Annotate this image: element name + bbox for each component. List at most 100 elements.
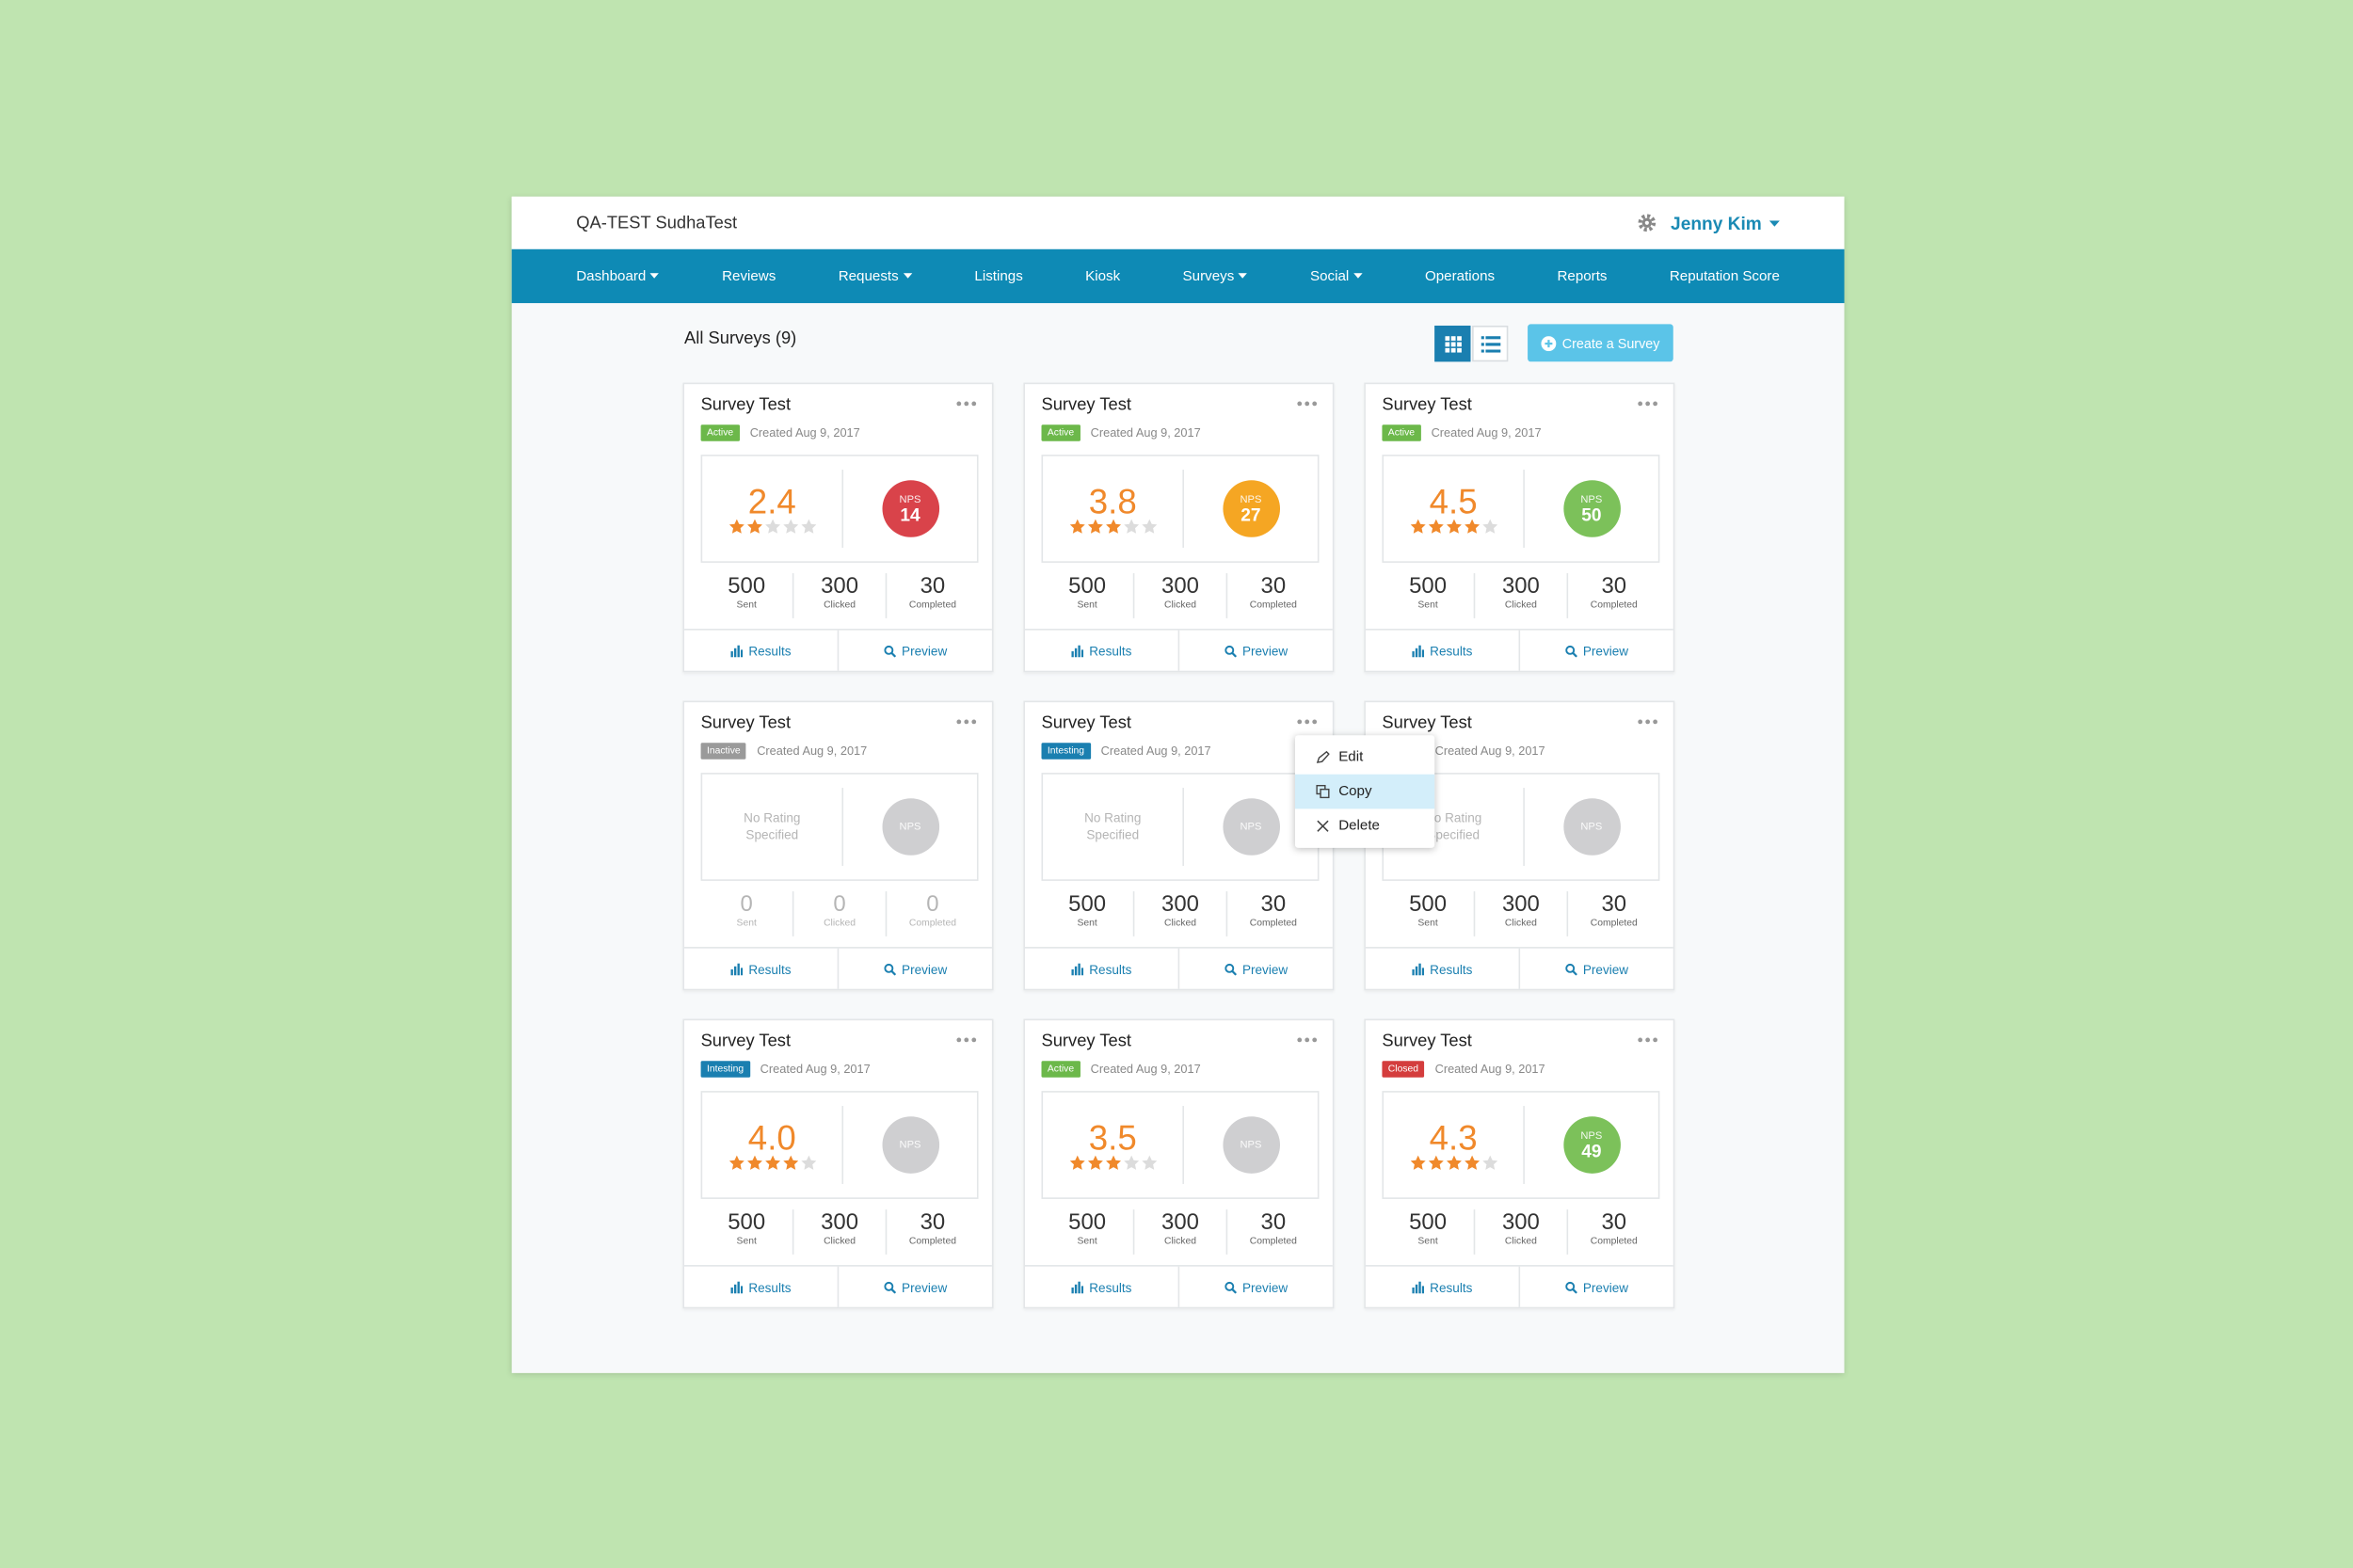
action-label[interactable]: Preview <box>902 961 948 977</box>
create-survey-button[interactable]: Create a Survey <box>1528 324 1673 362</box>
results-link[interactable]: Results <box>1366 1267 1519 1307</box>
dots-icon[interactable] <box>1637 1037 1658 1043</box>
results-link[interactable]: Results <box>1025 949 1178 989</box>
action-label[interactable]: Preview <box>1241 961 1289 977</box>
dots-icon[interactable] <box>956 719 977 725</box>
nav-item[interactable]: Dashboard <box>576 267 660 285</box>
preview-link[interactable]: Preview <box>1518 1266 1673 1307</box>
preview-link[interactable]: Preview <box>1518 948 1673 989</box>
action-label[interactable]: Results <box>748 961 792 977</box>
action-label[interactable]: Results <box>748 643 792 659</box>
more-menu[interactable] <box>956 709 977 729</box>
more-menu[interactable] <box>956 1027 977 1048</box>
rating-value: 4.0 <box>747 1117 796 1158</box>
plus-icon <box>1541 335 1557 351</box>
action-label[interactable]: Preview <box>1582 961 1629 977</box>
nav-label[interactable]: Reputation Score <box>1669 267 1780 285</box>
dots-icon[interactable] <box>956 1037 977 1043</box>
user-menu[interactable]: Jenny Kim <box>1671 213 1780 234</box>
menu-label[interactable]: Copy <box>1338 783 1372 800</box>
nav-item[interactable]: Reviews <box>722 268 776 285</box>
nav-label[interactable]: Kiosk <box>1085 267 1121 285</box>
action-label[interactable]: Results <box>1430 1279 1473 1295</box>
dots-icon[interactable] <box>1297 1037 1318 1043</box>
grid-view-button[interactable] <box>1434 325 1471 362</box>
nav-label[interactable]: Reviews <box>722 267 776 285</box>
stat-label: Sent <box>1077 1236 1097 1247</box>
preview-link[interactable]: Preview <box>1177 948 1333 989</box>
more-menu[interactable] <box>956 391 977 411</box>
more-menu[interactable] <box>1297 1027 1318 1048</box>
preview-link[interactable]: Preview <box>1518 630 1673 671</box>
score-box: 4.0 NPS <box>700 1091 979 1199</box>
menu-label[interactable]: Delete <box>1338 817 1380 835</box>
action-label[interactable]: Results <box>1089 643 1132 659</box>
list-view-button[interactable] <box>1472 325 1509 362</box>
dots-icon[interactable] <box>1297 401 1318 407</box>
nav-item[interactable]: Requests <box>838 267 913 285</box>
preview-link[interactable]: Preview <box>837 948 992 989</box>
menu-label[interactable]: Edit <box>1338 748 1364 766</box>
more-menu[interactable] <box>1297 391 1318 411</box>
nav-label[interactable]: Requests <box>838 267 899 285</box>
nav-label[interactable]: Dashboard <box>576 267 647 285</box>
action-label[interactable]: Results <box>748 1279 792 1295</box>
nav-item[interactable]: Kiosk <box>1085 268 1120 285</box>
action-label[interactable]: Preview <box>1241 1279 1289 1295</box>
action-label[interactable]: Preview <box>902 1279 948 1295</box>
nav-item[interactable]: Social <box>1310 267 1363 285</box>
results-link[interactable]: Results <box>1366 949 1519 989</box>
nav-item[interactable]: Reports <box>1557 268 1607 285</box>
dots-icon[interactable] <box>1297 719 1318 725</box>
nav-label[interactable]: Social <box>1310 267 1350 285</box>
stat-value: 30 <box>1601 891 1627 918</box>
nps-label: NPS <box>1580 494 1603 505</box>
stat-value: 30 <box>1260 891 1287 918</box>
action-label[interactable]: Results <box>1089 961 1132 977</box>
nav-label[interactable]: Reports <box>1557 267 1608 285</box>
results-link[interactable]: Results <box>684 631 838 671</box>
nav-item[interactable]: Listings <box>974 268 1022 285</box>
nav-label[interactable]: Listings <box>974 267 1023 285</box>
action-label[interactable]: Results <box>1430 643 1473 659</box>
menu-item[interactable]: Copy <box>1294 774 1435 809</box>
more-menu[interactable] <box>1297 709 1318 729</box>
stat-value: 0 <box>926 891 939 918</box>
nav-item[interactable]: Reputation Score <box>1670 268 1780 285</box>
create-survey-label[interactable]: Create a Survey <box>1561 335 1660 351</box>
dots-icon[interactable] <box>1637 401 1658 407</box>
more-menu[interactable] <box>1637 391 1658 411</box>
nav-item[interactable]: Operations <box>1425 268 1495 285</box>
nps-badge: NPS <box>1222 1116 1280 1174</box>
action-label[interactable]: Preview <box>902 643 948 659</box>
action-label[interactable]: Preview <box>1582 643 1629 659</box>
nav-label[interactable]: Surveys <box>1182 267 1235 285</box>
preview-link[interactable]: Preview <box>1177 630 1333 671</box>
nav-item[interactable]: Surveys <box>1182 267 1248 285</box>
dots-icon[interactable] <box>956 401 977 407</box>
results-link[interactable]: Results <box>1025 1267 1178 1307</box>
menu-item[interactable]: Delete <box>1295 808 1434 843</box>
more-menu[interactable] <box>1637 1027 1658 1048</box>
action-label[interactable]: Preview <box>1241 643 1289 659</box>
user-name[interactable]: Jenny Kim <box>1671 213 1762 234</box>
results-link[interactable]: Results <box>684 949 838 989</box>
stat-value: 0 <box>833 891 846 918</box>
action-label[interactable]: Preview <box>1582 1279 1629 1295</box>
preview-link[interactable]: Preview <box>837 630 992 671</box>
results-link[interactable]: Results <box>1025 631 1178 671</box>
preview-link[interactable]: Preview <box>837 1266 992 1307</box>
results-link[interactable]: Results <box>1366 631 1519 671</box>
nav-label[interactable]: Operations <box>1424 267 1496 285</box>
preview-link[interactable]: Preview <box>1177 1266 1333 1307</box>
action-label[interactable]: Results <box>1089 1279 1132 1295</box>
action-label[interactable]: Results <box>1430 961 1473 977</box>
more-menu[interactable] <box>1637 709 1658 729</box>
settings-icon[interactable] <box>1637 213 1657 232</box>
stat-value: 300 <box>1501 891 1540 918</box>
menu-item[interactable]: Edit <box>1295 740 1434 775</box>
dots-icon[interactable] <box>1637 719 1658 725</box>
nps-label: NPS <box>899 1139 921 1151</box>
results-link[interactable]: Results <box>684 1267 838 1307</box>
stat-label: Sent <box>736 1236 757 1247</box>
